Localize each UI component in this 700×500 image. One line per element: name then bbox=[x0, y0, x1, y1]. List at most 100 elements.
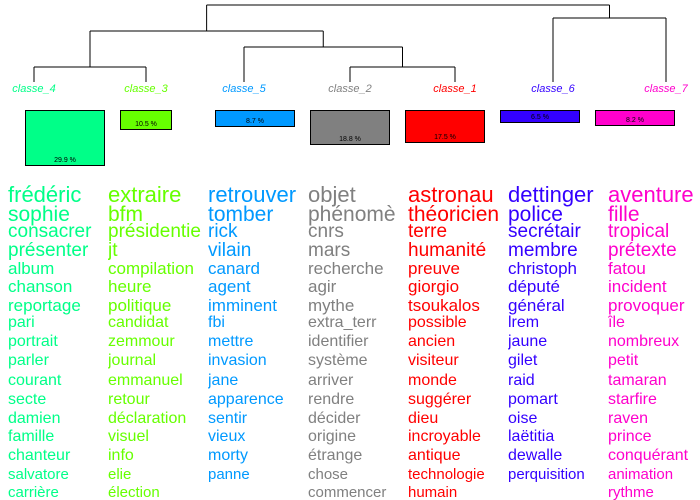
word-c7: île bbox=[608, 314, 625, 331]
word-c7: conquérant bbox=[608, 447, 689, 464]
word-c7: tamaran bbox=[608, 372, 667, 389]
word-c6: oise bbox=[508, 410, 538, 427]
word-c3: zemmour bbox=[108, 333, 175, 350]
word-c7: petit bbox=[608, 352, 639, 369]
word-c6: raid bbox=[508, 372, 535, 389]
word-column-c1: astronau théoricien terre humanité preuve gio… bbox=[408, 184, 508, 500]
word-c7: incident bbox=[608, 277, 667, 296]
word-c2: mythe bbox=[308, 296, 355, 315]
word-c1: technologie bbox=[408, 466, 485, 483]
word-c6: gilet bbox=[508, 352, 538, 369]
word-c4: album bbox=[8, 259, 55, 278]
word-c2: cnrs bbox=[308, 221, 344, 242]
class-label-c2: classe_2 bbox=[328, 83, 372, 95]
word-c3: extraire bbox=[108, 184, 182, 207]
word-c5: canard bbox=[208, 259, 260, 278]
class-box-c4: 29.9 % bbox=[25, 110, 105, 166]
word-c7: rythme bbox=[608, 484, 654, 500]
word-c6: perquisition bbox=[508, 466, 585, 483]
class-box-c2: 18.8 % bbox=[310, 110, 390, 145]
class-label-c5: classe_5 bbox=[222, 83, 266, 95]
word-c1: suggérer bbox=[408, 391, 472, 408]
word-c1: antique bbox=[408, 447, 461, 464]
word-c1: humanité bbox=[408, 240, 487, 261]
word-c1: humain bbox=[408, 484, 458, 500]
class-box-c1: 17.5 % bbox=[405, 110, 485, 143]
word-c5: mettre bbox=[208, 333, 254, 350]
word-c5: vieux bbox=[208, 428, 246, 445]
word-c1: preuve bbox=[408, 259, 460, 278]
word-c1: tsoukalos bbox=[408, 296, 480, 315]
word-c4: présenter bbox=[8, 240, 89, 261]
word-c5: panne bbox=[208, 466, 250, 483]
word-c4: portrait bbox=[8, 333, 58, 350]
word-c6: police bbox=[508, 203, 563, 226]
word-c6: général bbox=[508, 296, 565, 315]
word-c2: chose bbox=[308, 466, 349, 483]
word-c3: info bbox=[108, 447, 134, 464]
word-c2: rendre bbox=[308, 391, 355, 408]
word-c4: reportage bbox=[8, 296, 81, 315]
word-c3: politique bbox=[108, 296, 172, 315]
word-c7: tropical bbox=[608, 221, 670, 242]
word-c5: morty bbox=[208, 447, 248, 464]
word-c3: emmanuel bbox=[108, 372, 183, 389]
word-c7: raven bbox=[608, 410, 649, 427]
word-c2: système bbox=[308, 352, 368, 369]
word-c7: fille bbox=[608, 203, 640, 226]
word-c5: retrouver bbox=[208, 184, 297, 207]
word-c5: rick bbox=[208, 221, 238, 242]
word-c5: tomber bbox=[208, 203, 274, 226]
word-c2: agir bbox=[308, 277, 337, 296]
word-c2: décider bbox=[308, 410, 361, 427]
word-c1: incroyable bbox=[408, 428, 481, 445]
word-c6: laëtitia bbox=[508, 428, 555, 445]
word-c3: élection bbox=[108, 484, 160, 500]
word-column-c3: extraire bfm présidentie jt compilation heure… bbox=[108, 184, 208, 500]
word-c4: salvatore bbox=[8, 466, 69, 483]
word-c6: secrétair bbox=[508, 221, 581, 242]
word-c3: retour bbox=[108, 391, 150, 408]
word-column-c2: objet phénomè cnrs mars recherche agir mythe ex… bbox=[308, 184, 408, 500]
word-c6: christoph bbox=[508, 259, 577, 278]
word-column-c5: retrouver tomber rick vilain canard agent immi… bbox=[208, 184, 308, 500]
word-c5: vilain bbox=[208, 240, 252, 261]
word-c1: astronau bbox=[408, 184, 494, 207]
word-column-c7: aventure fille tropical prétexte fatou incide… bbox=[608, 184, 700, 500]
word-c4: parler bbox=[8, 352, 49, 369]
word-c4: consacrer bbox=[8, 221, 92, 242]
word-c4: famille bbox=[8, 428, 55, 445]
word-c4: carrière bbox=[8, 484, 59, 500]
word-c3: présidentie bbox=[108, 221, 201, 242]
class-percent-c3: 10.5 % bbox=[135, 121, 157, 128]
word-c5: jane bbox=[208, 372, 239, 389]
dendrogram-tree bbox=[33, 4, 667, 82]
word-c5: sentir bbox=[208, 410, 248, 427]
word-c7: prince bbox=[608, 428, 652, 445]
class-percent-c7: 8.2 % bbox=[626, 117, 644, 124]
class-label-c4: classe_4 bbox=[12, 83, 56, 95]
word-c4: chanson bbox=[8, 277, 73, 296]
word-c5: apparence bbox=[208, 391, 284, 408]
word-c4: courant bbox=[8, 372, 62, 389]
class-box-c6: 6.5 % bbox=[500, 110, 580, 123]
class-label-c7: classe_7 bbox=[644, 83, 688, 95]
word-c2: recherche bbox=[308, 259, 384, 278]
word-c2: extra_terr bbox=[308, 314, 377, 331]
word-column-c4: frédéric sophie consacrer présenter album cha… bbox=[8, 184, 108, 500]
word-c7: aventure bbox=[608, 184, 694, 207]
word-c7: nombreux bbox=[608, 333, 680, 350]
class-percent-c6: 6.5 % bbox=[531, 114, 549, 121]
word-c1: visiteur bbox=[408, 352, 459, 369]
word-c2: identifier bbox=[308, 333, 369, 350]
word-c2: commencer bbox=[308, 484, 387, 500]
word-c1: terre bbox=[408, 221, 448, 242]
word-c4: damien bbox=[8, 410, 61, 427]
class-percent-c2: 18.8 % bbox=[339, 136, 361, 143]
word-c6: dettinger bbox=[508, 184, 594, 207]
word-c1: possible bbox=[408, 314, 467, 331]
word-c5: agent bbox=[208, 277, 251, 296]
word-c5: imminent bbox=[208, 296, 277, 315]
word-c3: candidat bbox=[108, 314, 169, 331]
